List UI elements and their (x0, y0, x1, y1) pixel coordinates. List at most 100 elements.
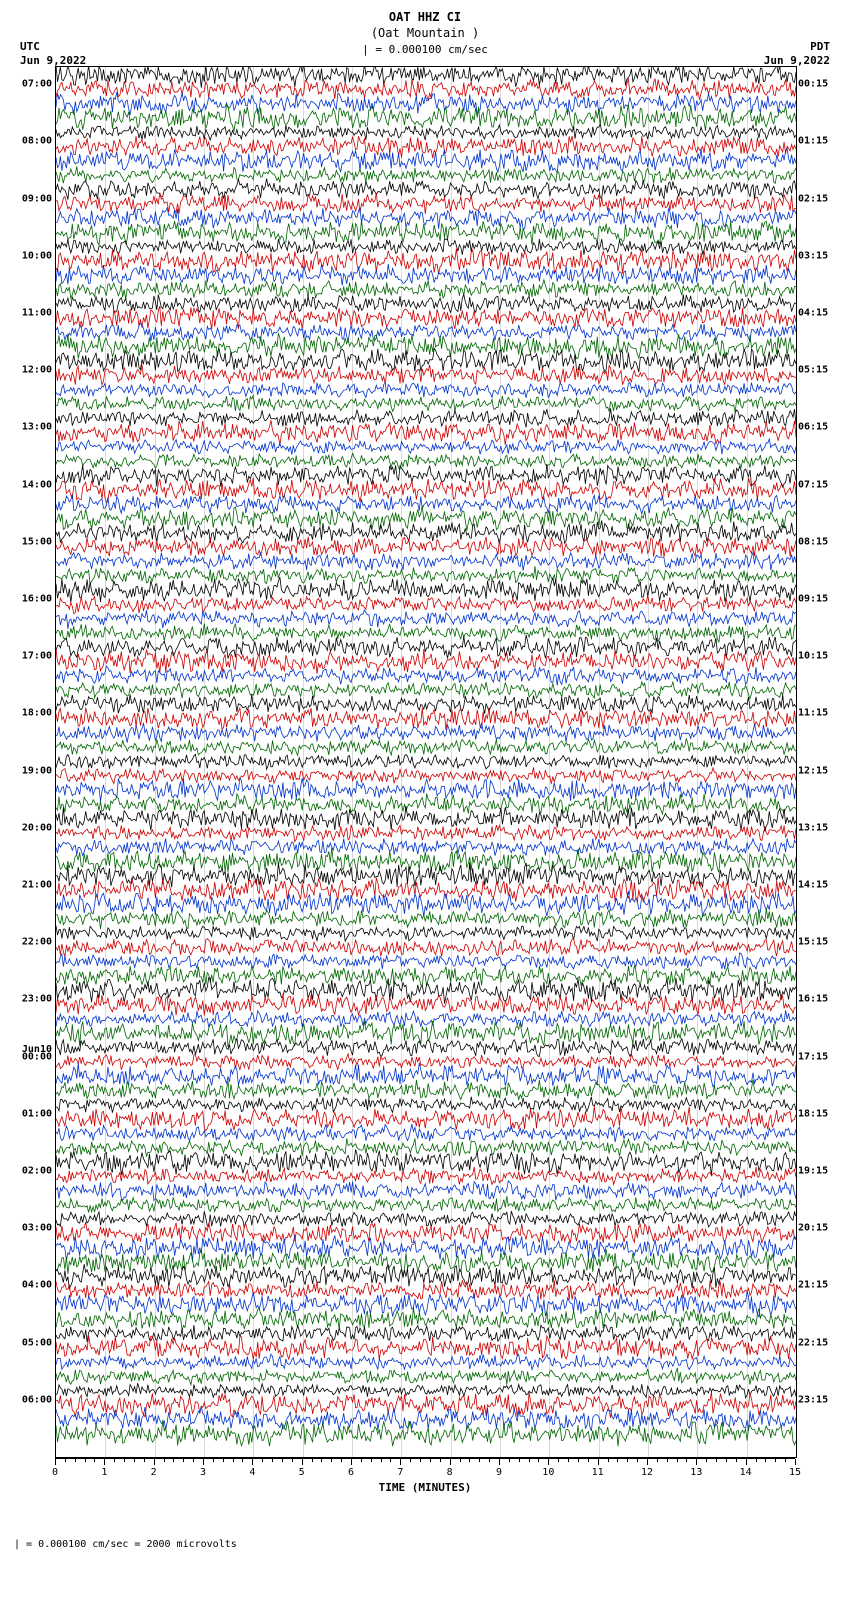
x-tick-minor (173, 1459, 174, 1462)
right-tz: PDT (810, 40, 830, 53)
pdt-time-axis: 00:1501:1502:1503:1504:1505:1506:1507:15… (798, 76, 832, 1466)
utc-time-label: 05:00 (18, 1337, 52, 1348)
left-tz: UTC (20, 40, 40, 53)
utc-time-label: 23:00 (18, 994, 52, 1005)
utc-time-axis: 07:0008:0009:0010:0011:0012:0013:0014:00… (18, 76, 52, 1466)
x-tick-minor (341, 1459, 342, 1462)
x-tick-minor (321, 1459, 322, 1462)
x-tick-minor (134, 1459, 135, 1462)
utc-time-label: 09:00 (18, 193, 52, 204)
pdt-time-label: 18:15 (798, 1108, 832, 1119)
station-title: OAT HHZ CI (10, 10, 840, 26)
x-tick-label: 11 (592, 1467, 604, 1478)
utc-time-label: 01:00 (18, 1108, 52, 1119)
x-tick-minor (371, 1459, 372, 1462)
x-tick (450, 1459, 451, 1465)
x-tick-minor (144, 1459, 145, 1462)
x-tick-minor (578, 1459, 579, 1462)
utc-time-label: 16:00 (18, 593, 52, 604)
x-tick-minor (617, 1459, 618, 1462)
x-tick-minor (114, 1459, 115, 1462)
utc-time-label: 12:00 (18, 365, 52, 376)
x-tick-minor (479, 1459, 480, 1462)
x-tick (746, 1459, 747, 1465)
utc-time-label: 21:00 (18, 879, 52, 890)
utc-time-label: 03:00 (18, 1223, 52, 1234)
pdt-time-label: 20:15 (798, 1223, 832, 1234)
x-tick-label: 12 (641, 1467, 653, 1478)
pdt-time-label: 21:15 (798, 1280, 832, 1291)
x-tick-label: 3 (200, 1467, 206, 1478)
station-subtitle: (Oat Mountain ) (10, 26, 840, 42)
x-tick-minor (242, 1459, 243, 1462)
x-tick-minor (588, 1459, 589, 1462)
pdt-time-label: 13:15 (798, 822, 832, 833)
x-tick-minor (213, 1459, 214, 1462)
utc-time-label: 19:00 (18, 765, 52, 776)
pdt-time-label: 14:15 (798, 879, 832, 890)
pdt-time-label: 09:15 (798, 593, 832, 604)
x-tick-label: 7 (397, 1467, 403, 1478)
x-tick (499, 1459, 500, 1465)
x-tick-minor (420, 1459, 421, 1462)
x-tick-minor (469, 1459, 470, 1462)
x-tick (203, 1459, 204, 1465)
x-tick-minor (667, 1459, 668, 1462)
x-tick-minor (233, 1459, 234, 1462)
x-tick-minor (765, 1459, 766, 1462)
x-tick-minor (430, 1459, 431, 1462)
x-tick-minor (361, 1459, 362, 1462)
x-axis: TIME (MINUTES) 0123456789101112131415 (55, 1458, 795, 1499)
header: OAT HHZ CI (Oat Mountain ) (10, 10, 840, 41)
x-tick-minor (529, 1459, 530, 1462)
x-tick-minor (223, 1459, 224, 1462)
x-tick-minor (519, 1459, 520, 1462)
utc-time-label: 00:00 (18, 1051, 52, 1062)
x-tick-minor (568, 1459, 569, 1462)
x-tick-minor (538, 1459, 539, 1462)
pdt-time-label: 23:15 (798, 1394, 832, 1405)
x-tick-label: 1 (101, 1467, 107, 1478)
x-tick (548, 1459, 549, 1465)
x-tick-minor (292, 1459, 293, 1462)
x-tick (400, 1459, 401, 1465)
seismogram-container: UTC Jun 9,2022 PDT Jun 9,2022 OAT HHZ CI… (10, 10, 840, 1550)
x-tick (154, 1459, 155, 1465)
pdt-time-label: 16:15 (798, 994, 832, 1005)
pdt-time-label: 01:15 (798, 136, 832, 147)
utc-time-label: 08:00 (18, 136, 52, 147)
pdt-time-label: 03:15 (798, 250, 832, 261)
x-tick-minor (756, 1459, 757, 1462)
x-tick-label: 6 (348, 1467, 354, 1478)
x-tick-minor (272, 1459, 273, 1462)
x-tick-label: 10 (542, 1467, 554, 1478)
x-tick-minor (627, 1459, 628, 1462)
utc-time-label: 14:00 (18, 479, 52, 490)
x-tick-minor (637, 1459, 638, 1462)
x-tick-label: 2 (151, 1467, 157, 1478)
pdt-time-label: 19:15 (798, 1165, 832, 1176)
pdt-time-label: 02:15 (798, 193, 832, 204)
x-tick-minor (489, 1459, 490, 1462)
footer-scale: | = 0.000100 cm/sec = 2000 microvolts (10, 1539, 840, 1550)
x-tick-minor (677, 1459, 678, 1462)
x-tick-minor (312, 1459, 313, 1462)
x-tick-minor (282, 1459, 283, 1462)
top-left-label: UTC Jun 9,2022 (20, 40, 86, 69)
x-tick-minor (262, 1459, 263, 1462)
x-tick (647, 1459, 648, 1465)
utc-time-label: 13:00 (18, 422, 52, 433)
x-tick-minor (716, 1459, 717, 1462)
x-tick-minor (608, 1459, 609, 1462)
pdt-time-label: 07:15 (798, 479, 832, 490)
x-tick (598, 1459, 599, 1465)
x-tick-minor (410, 1459, 411, 1462)
x-tick-minor (736, 1459, 737, 1462)
seismogram-plot (55, 66, 797, 1458)
utc-time-label: 22:00 (18, 937, 52, 948)
x-tick (696, 1459, 697, 1465)
x-tick-minor (390, 1459, 391, 1462)
utc-time-label: 17:00 (18, 651, 52, 662)
scale-note: | = 0.000100 cm/sec (10, 43, 840, 56)
x-tick-label: 4 (249, 1467, 255, 1478)
